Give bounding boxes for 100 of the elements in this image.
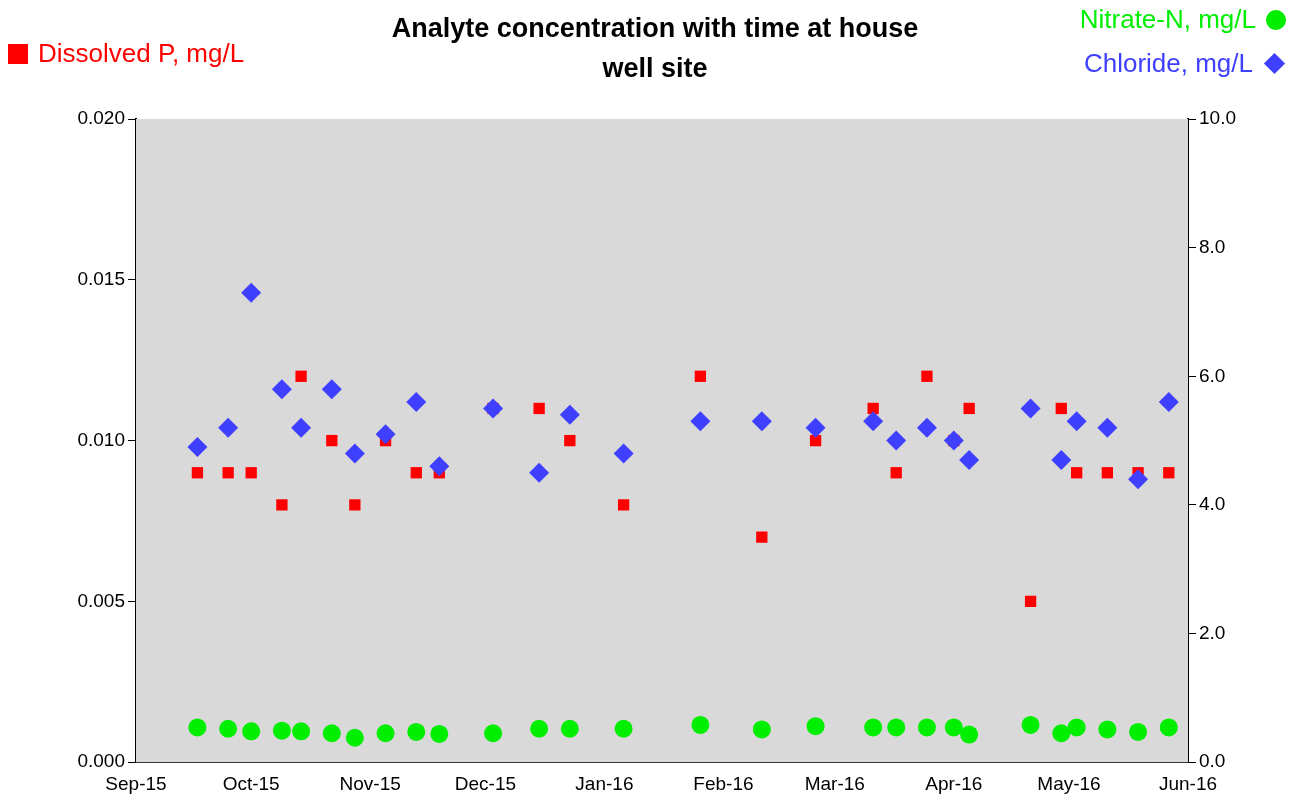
- point: [429, 456, 450, 477]
- y2-tick-label: 2.0: [1199, 621, 1226, 643]
- x-tick-label: Apr-16: [925, 772, 983, 794]
- point: [691, 715, 710, 734]
- point: [613, 443, 634, 464]
- point: [276, 499, 288, 511]
- point: [188, 718, 207, 737]
- point: [564, 434, 576, 447]
- point: [1071, 467, 1083, 479]
- point: [1128, 469, 1149, 490]
- point: [345, 728, 364, 747]
- point: [322, 724, 341, 743]
- point: [1052, 724, 1071, 743]
- point: [242, 722, 261, 741]
- point: [241, 282, 262, 303]
- point: [887, 718, 906, 737]
- point: [959, 449, 980, 470]
- point: [219, 719, 238, 738]
- point: [1024, 595, 1037, 608]
- y-tick-label: 0.005: [77, 589, 125, 611]
- x-tick-label: Feb-16: [693, 772, 754, 794]
- point: [943, 430, 964, 451]
- point: [1055, 402, 1067, 415]
- point: [863, 411, 884, 432]
- y2-tick-label: 10.0: [1199, 107, 1236, 129]
- legend-label: Nitrate-N, mg/L: [1079, 4, 1256, 35]
- y-tick-label: 0.010: [77, 428, 125, 450]
- point: [292, 722, 311, 741]
- x-tick-label: Oct-15: [222, 772, 280, 794]
- point: [407, 722, 426, 741]
- x-tick-label: Dec-15: [454, 772, 517, 794]
- y-tick-label: 0.015: [77, 268, 125, 290]
- point: [1067, 718, 1086, 737]
- point: [530, 719, 549, 738]
- y2-tick-label: 6.0: [1199, 364, 1226, 386]
- point: [271, 379, 292, 400]
- point: [218, 417, 239, 438]
- point: [1158, 392, 1179, 413]
- point: [617, 499, 630, 511]
- point: [191, 467, 204, 479]
- point: [529, 462, 550, 483]
- point: [291, 417, 312, 438]
- y2-tick-label: 0.0: [1199, 750, 1226, 772]
- point: [751, 411, 772, 432]
- point: [349, 499, 361, 511]
- point: [430, 724, 449, 743]
- point: [560, 719, 579, 738]
- point: [1163, 467, 1175, 479]
- point: [867, 402, 879, 415]
- point: [756, 531, 768, 543]
- point: [944, 718, 963, 737]
- x-tick-label: Mar-16: [804, 772, 865, 794]
- y2-tick-label: 8.0: [1199, 235, 1226, 257]
- y2-tick-label: 4.0: [1199, 493, 1226, 515]
- point: [694, 370, 707, 382]
- legend-label: Chloride, mg/L: [1083, 48, 1253, 79]
- point: [326, 434, 338, 447]
- chart-title: Analyte concentration with time at house well site: [390, 12, 920, 85]
- text: Dissolved P, mg/L: [38, 38, 245, 69]
- point: [890, 467, 902, 479]
- point: [806, 717, 825, 736]
- point: [1051, 449, 1072, 470]
- point: [1097, 417, 1118, 438]
- point: [886, 430, 907, 451]
- x-tick-label: May-16: [1037, 772, 1101, 794]
- point: [1098, 720, 1117, 739]
- point: [690, 411, 711, 432]
- point: [344, 443, 365, 464]
- point: [245, 467, 257, 479]
- point: [410, 467, 422, 479]
- point: [272, 721, 291, 740]
- point: [222, 467, 234, 479]
- x-tick-label: Sep-15: [105, 772, 167, 794]
- y-tick-label: 0.020: [77, 107, 125, 129]
- point: [916, 417, 937, 438]
- x-tick-label: Jun-16: [1158, 772, 1218, 794]
- point: [1020, 398, 1041, 419]
- point: [376, 724, 395, 743]
- point: [295, 370, 307, 382]
- point: [1129, 722, 1148, 741]
- point: [375, 424, 396, 445]
- point: [483, 398, 504, 419]
- point: [1159, 718, 1178, 737]
- point: [864, 718, 883, 737]
- point: [917, 718, 936, 737]
- point: [1021, 715, 1040, 734]
- point: [321, 379, 342, 400]
- point: [752, 720, 771, 739]
- x-tick-label: Jan-16: [575, 772, 634, 794]
- point: [484, 724, 503, 743]
- point: [406, 392, 427, 413]
- point: [1101, 467, 1114, 479]
- y-tick-label: 0.000: [77, 750, 125, 772]
- point: [559, 404, 580, 425]
- point: [921, 370, 933, 382]
- point: [960, 725, 979, 744]
- x-tick-label: Nov-15: [339, 772, 401, 794]
- point: [614, 719, 633, 738]
- point: [1066, 411, 1087, 432]
- point: [963, 402, 975, 415]
